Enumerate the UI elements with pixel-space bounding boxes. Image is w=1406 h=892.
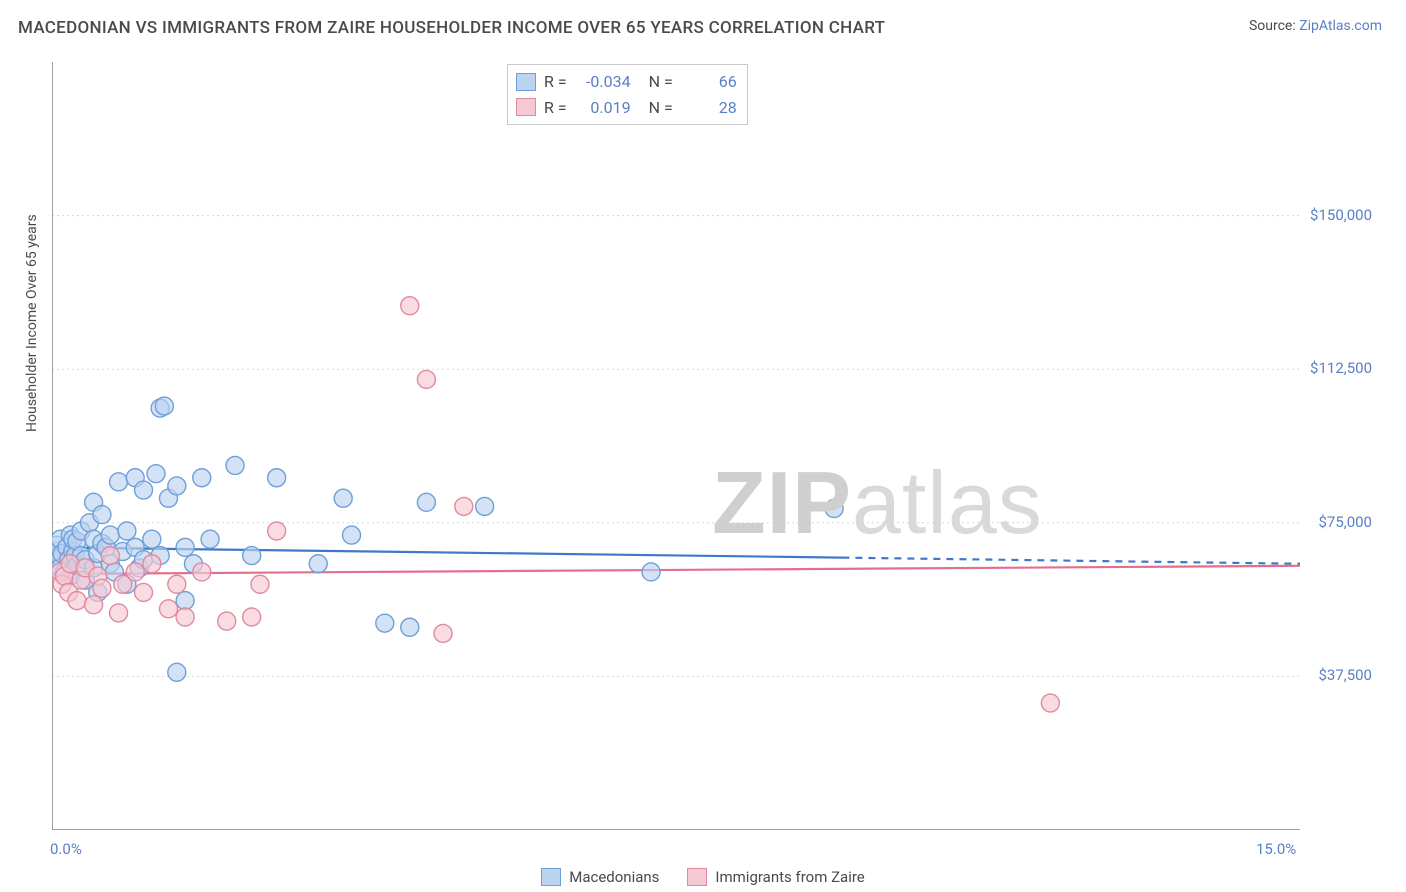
series-swatch xyxy=(541,868,561,886)
y-tick-label: $37,500 xyxy=(1292,666,1372,684)
y-tick-label: $150,000 xyxy=(1292,206,1372,224)
x-tick-label: 15.0% xyxy=(1256,840,1296,858)
chart-title: MACEDONIAN VS IMMIGRANTS FROM ZAIRE HOUS… xyxy=(18,18,885,38)
legend-label: Macedonians xyxy=(569,868,659,886)
chart-container: Householder Income Over 65 years ZIPatla… xyxy=(52,62,1380,832)
legend-label: Immigrants from Zaire xyxy=(715,868,864,886)
y-tick-label: $112,500 xyxy=(1292,359,1372,377)
source-link[interactable]: ZipAtlas.com xyxy=(1299,18,1382,34)
legend-item: Immigrants from Zaire xyxy=(687,868,864,886)
y-axis-label: Householder Income Over 65 years xyxy=(24,214,40,432)
series-swatch xyxy=(687,868,707,886)
source-attribution: Source: ZipAtlas.com xyxy=(1249,18,1382,34)
x-tick-label: 0.0% xyxy=(50,840,82,858)
y-tick-label: $75,000 xyxy=(1292,513,1372,531)
legend-item: Macedonians xyxy=(541,868,659,886)
legend: Macedonians Immigrants from Zaire xyxy=(0,868,1406,886)
